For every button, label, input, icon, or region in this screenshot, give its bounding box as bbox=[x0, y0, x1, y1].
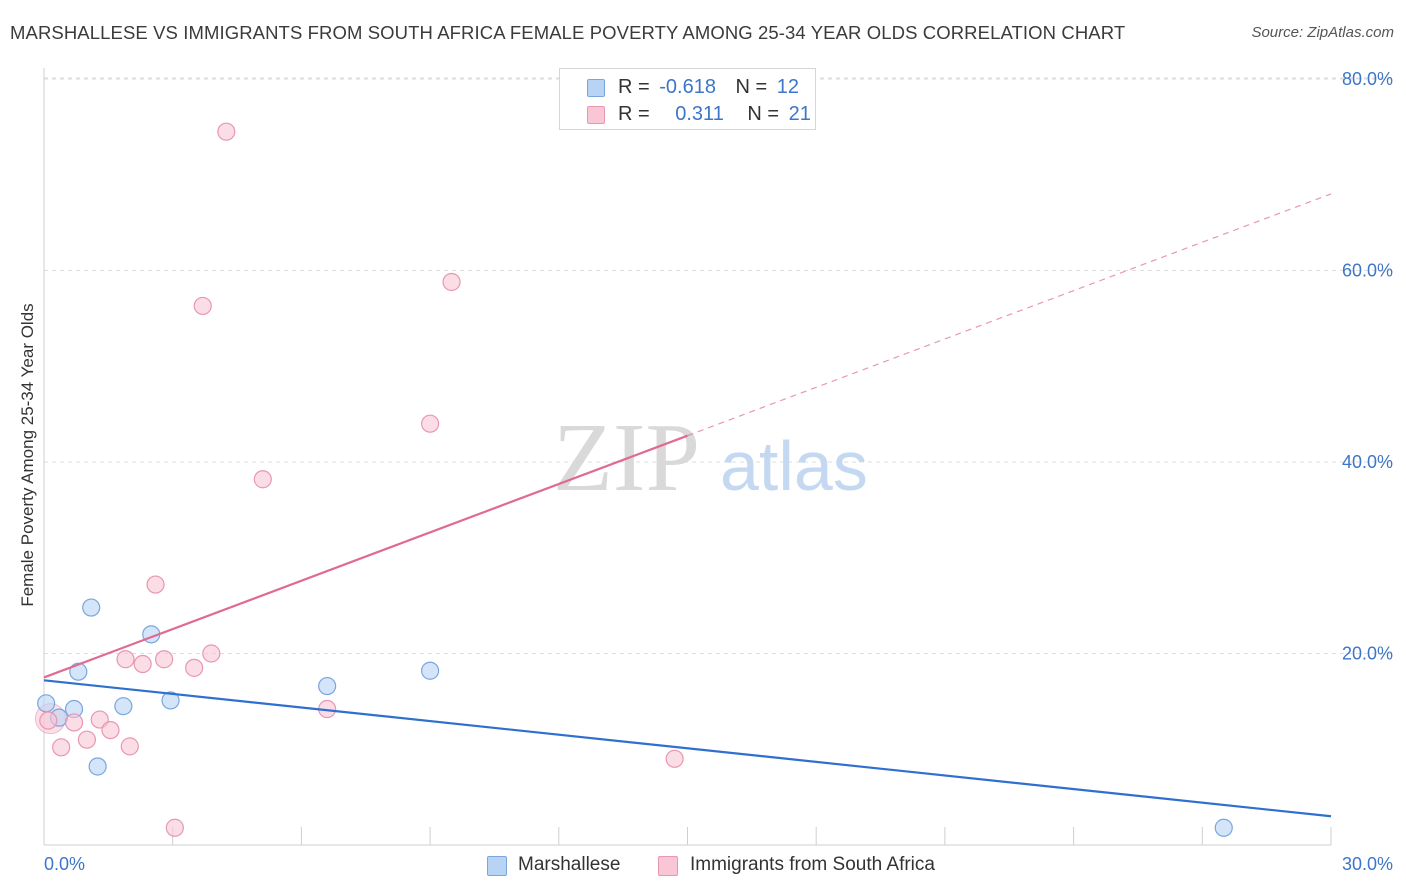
legend-swatch-pink bbox=[587, 106, 605, 124]
data-point-marshallese bbox=[318, 676, 337, 696]
data-point-south-africa bbox=[421, 414, 440, 433]
data-point-south-africa bbox=[116, 650, 135, 669]
data-point-marshallese bbox=[161, 691, 180, 710]
tick-labels: 20.0% 40.0% 60.0% 80.0% 0.0% 30.0% bbox=[44, 69, 1393, 874]
axes bbox=[43, 68, 1332, 846]
y-axis-label: Female Poverty Among 25-34 Year Olds bbox=[18, 303, 37, 607]
trend-lines bbox=[43, 193, 1332, 818]
data-point-marshallese bbox=[1214, 818, 1233, 837]
data-point-south-africa bbox=[146, 575, 165, 594]
y-tick-label: 20.0% bbox=[1342, 644, 1393, 664]
n-value: 12 bbox=[776, 76, 800, 98]
r-label: R = bbox=[618, 76, 650, 98]
data-point-south-africa bbox=[39, 711, 58, 730]
watermark-atlas: atlas bbox=[720, 427, 868, 505]
legend-swatch-marshallese bbox=[487, 856, 507, 876]
data-point-south-africa bbox=[133, 654, 152, 674]
y-tick-label: 60.0% bbox=[1342, 261, 1393, 281]
data-points bbox=[34, 122, 1233, 837]
data-point-south-africa bbox=[120, 737, 139, 756]
legend-stats: R = -0.618 N = 12 bbox=[618, 76, 799, 99]
x-tick-label: 30.0% bbox=[1342, 854, 1393, 874]
legend-swatch-south-africa bbox=[658, 856, 678, 876]
r-value: -0.618 bbox=[659, 76, 716, 98]
data-point-south-africa bbox=[665, 749, 684, 768]
y-tick-label: 80.0% bbox=[1342, 69, 1393, 89]
y-tick-label: 40.0% bbox=[1342, 452, 1393, 472]
data-point-south-africa bbox=[185, 658, 204, 677]
data-point-south-africa bbox=[442, 272, 461, 292]
data-point-south-africa bbox=[193, 296, 212, 316]
x-tick-label: 0.0% bbox=[44, 854, 85, 874]
n-label: N = bbox=[735, 76, 768, 98]
legend-stats: R = 0.311 N = 21 bbox=[618, 103, 811, 126]
data-point-marshallese bbox=[82, 598, 101, 617]
n-value: 21 bbox=[788, 103, 811, 125]
data-point-south-africa bbox=[101, 720, 120, 740]
watermark: ZIP atlas bbox=[553, 404, 868, 512]
r-value: 0.311 bbox=[675, 103, 724, 125]
data-point-south-africa bbox=[155, 650, 174, 669]
data-point-south-africa bbox=[77, 730, 97, 749]
legend-label-marshallese: Marshallese bbox=[518, 854, 621, 875]
legend-row-marshallese: R = -0.618 N = 12 bbox=[560, 74, 815, 100]
series-legend: Marshallese Immigrants from South Africa bbox=[0, 850, 1406, 880]
chart-source: Source: ZipAtlas.com bbox=[1251, 24, 1394, 41]
trend-line-south-africa-extension bbox=[687, 193, 1332, 437]
data-point-south-africa bbox=[217, 122, 236, 141]
r-label: R = bbox=[618, 103, 650, 125]
chart-title: MARSHALLESE VS IMMIGRANTS FROM SOUTH AFR… bbox=[10, 22, 1126, 43]
data-point-south-africa bbox=[52, 738, 71, 757]
trend-line-marshallese bbox=[43, 679, 1332, 818]
data-point-south-africa bbox=[253, 470, 272, 489]
legend-row-south-africa: R = 0.311 N = 21 bbox=[560, 101, 815, 127]
data-point-south-africa bbox=[165, 818, 184, 837]
data-point-marshallese bbox=[69, 662, 88, 681]
trend-line-south-africa bbox=[43, 434, 688, 679]
data-point-marshallese bbox=[114, 697, 133, 716]
data-point-south-africa bbox=[64, 713, 84, 732]
legend-label-south-africa: Immigrants from South Africa bbox=[690, 854, 935, 875]
n-label: N = bbox=[747, 103, 780, 125]
correlation-legend: R = -0.618 N = 12 R = 0.311 N = 21 bbox=[559, 68, 816, 130]
grid-lines bbox=[44, 77, 1394, 654]
data-point-marshallese bbox=[88, 757, 107, 776]
legend-swatch-blue bbox=[587, 79, 605, 97]
data-point-south-africa bbox=[202, 644, 221, 663]
data-point-marshallese bbox=[37, 694, 56, 713]
data-point-marshallese bbox=[421, 661, 440, 680]
